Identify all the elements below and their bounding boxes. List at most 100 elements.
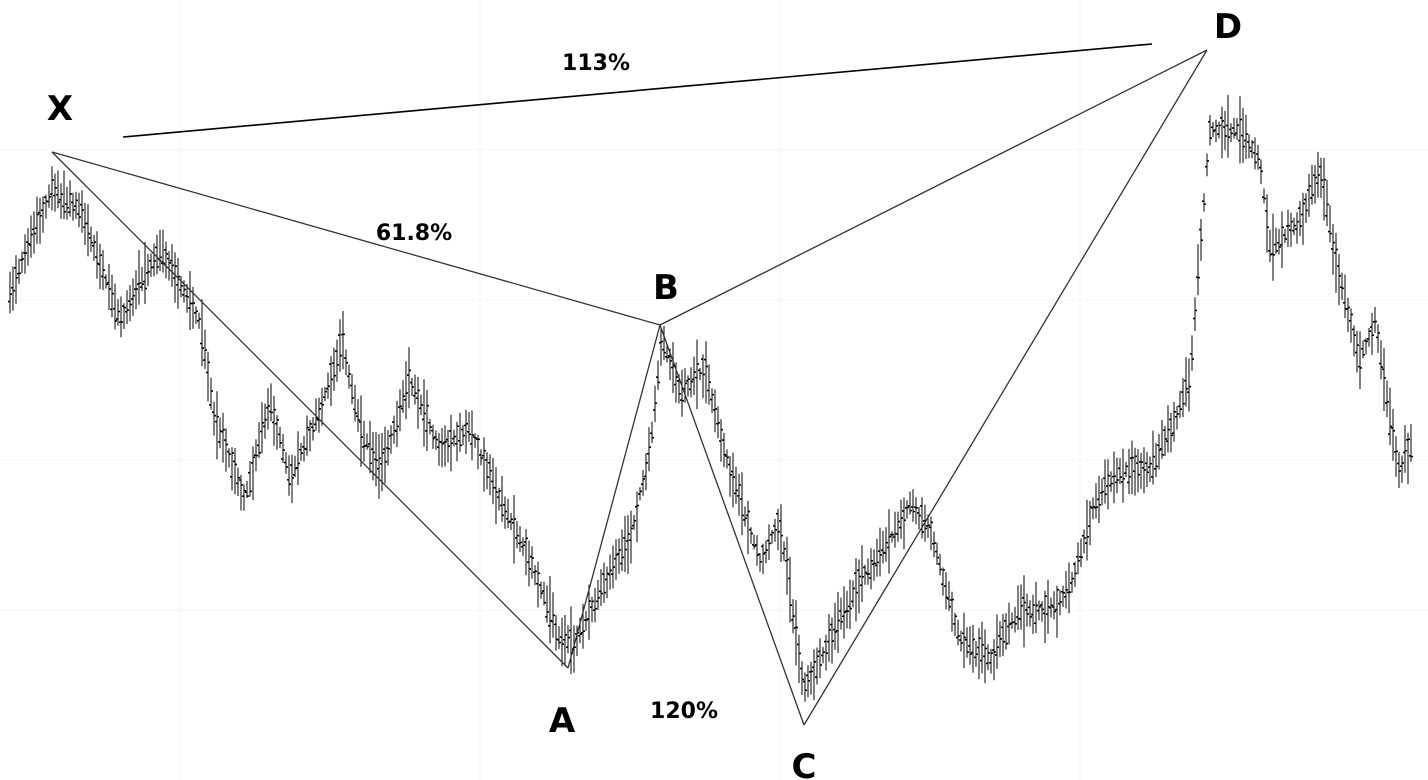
ohlc-bar xyxy=(710,388,714,413)
ohlc-bar xyxy=(527,540,531,587)
ohlc-bar xyxy=(791,599,795,634)
ohlc-bar xyxy=(503,496,507,529)
ohlc-bar xyxy=(518,526,522,552)
ohlc-bar xyxy=(1403,425,1407,473)
ohlc-bar xyxy=(989,648,993,674)
ohlc-bar xyxy=(617,538,621,574)
ohlc-bar xyxy=(1136,449,1140,493)
ohlc-bar xyxy=(1061,585,1065,607)
ohlc-bar xyxy=(23,234,27,274)
ohlc-bar xyxy=(1208,115,1212,146)
ohlc-bar xyxy=(878,527,882,577)
ohlc-bar xyxy=(1409,424,1413,462)
ohlc-bar xyxy=(959,630,963,652)
ohlc-bar xyxy=(59,183,63,219)
ohlc-bar xyxy=(701,354,705,399)
ohlc-bar xyxy=(428,419,432,435)
ohlc-bar xyxy=(452,429,456,447)
ohlc-bar xyxy=(1169,412,1173,453)
ohlc-bar xyxy=(842,586,846,639)
ohlc-bar xyxy=(368,420,372,474)
ohlc-bar xyxy=(221,412,225,463)
ohlc-bar xyxy=(746,500,750,555)
ohlc-bar xyxy=(656,360,660,390)
ohlc-bar xyxy=(404,361,408,420)
ohlc-bar xyxy=(893,511,897,548)
ohlc-bar xyxy=(587,584,591,640)
ohlc-bar xyxy=(104,274,108,289)
ohlc-bar xyxy=(650,421,654,443)
ohlc-bar xyxy=(398,389,402,432)
ohlc-bar xyxy=(755,535,759,566)
ohlc-bar xyxy=(35,196,39,244)
ohlc-bar xyxy=(653,385,657,423)
ohlc-bar xyxy=(317,397,321,433)
ohlc-bar xyxy=(65,186,69,220)
ohlc-bar xyxy=(1289,212,1293,247)
ohlc-bar xyxy=(158,229,162,272)
ohlc-bar xyxy=(734,466,738,504)
ohlc-bar xyxy=(485,452,489,490)
ohlc-bar xyxy=(845,590,849,629)
ohlc-bar xyxy=(80,190,84,233)
ohlc-bar xyxy=(1175,406,1179,430)
ohlc-bar xyxy=(554,615,558,651)
ohlc-bar xyxy=(1130,440,1134,495)
ohlc-bar xyxy=(1379,340,1383,380)
ohlc-bar xyxy=(446,429,450,463)
ohlc-bar xyxy=(422,379,426,447)
ohlc-bar xyxy=(1088,500,1092,546)
ohlc-bar xyxy=(983,629,987,684)
ohlc-bar xyxy=(797,634,801,683)
ohlc-bar xyxy=(1361,340,1365,359)
ohlc-bar xyxy=(1223,110,1227,151)
ohlc-bar xyxy=(1310,164,1314,205)
ohlc-bar xyxy=(812,649,816,701)
ohlc-bar xyxy=(425,389,429,451)
ohlc-bar xyxy=(299,443,303,461)
ohlc-bar xyxy=(950,591,954,632)
ohlc-bar xyxy=(113,283,117,330)
ohlc-bar xyxy=(365,433,369,450)
ohlc-bar xyxy=(1211,122,1215,138)
ohlc-bar xyxy=(632,515,636,531)
ohlc-bar xyxy=(1133,447,1137,496)
ohlc-bar xyxy=(809,661,813,695)
ohlc-bar xyxy=(1094,483,1098,519)
ohlc-bar xyxy=(935,542,939,565)
ohlc-bar xyxy=(128,285,132,322)
ohlc-bar xyxy=(413,374,417,405)
ohlc-bar xyxy=(560,617,564,667)
ohlc-bar xyxy=(794,600,798,666)
ohlc-bar xyxy=(1286,209,1290,247)
ohlc-bar xyxy=(1163,426,1167,456)
ohlc-bar xyxy=(1274,227,1278,254)
ohlc-bar xyxy=(224,428,228,472)
ohlc-bar xyxy=(929,516,933,551)
ohlc-bar xyxy=(92,234,96,261)
ohlc-bar xyxy=(1334,232,1338,293)
ohlc-bar xyxy=(1112,451,1116,504)
ohlc-bar xyxy=(323,386,327,402)
ohlc-bar xyxy=(251,446,255,501)
ohlc-bar xyxy=(947,581,951,611)
ohlc-bar xyxy=(1106,459,1110,510)
ohlc-bar xyxy=(1025,593,1029,627)
ohlc-bar xyxy=(1397,452,1401,488)
ohlc-bar xyxy=(167,251,171,281)
ohlc-bar xyxy=(305,415,309,456)
ohlc-bar xyxy=(338,319,342,372)
ohlc-bar xyxy=(467,412,471,443)
ohlc-bar xyxy=(272,395,276,446)
ohlc-bar xyxy=(173,252,177,303)
ohlc-bar xyxy=(359,395,363,467)
ohlc-bar xyxy=(821,646,825,664)
ohlc-bar xyxy=(917,506,921,530)
ohlc-bar xyxy=(1325,179,1329,226)
ohlc-bar xyxy=(1214,119,1218,143)
ohlc-bar xyxy=(539,581,543,599)
ohlc-bar xyxy=(131,278,135,316)
ohlc-bar xyxy=(161,229,165,273)
ohlc-bar xyxy=(614,539,618,580)
ohlc-bar xyxy=(1142,447,1146,494)
